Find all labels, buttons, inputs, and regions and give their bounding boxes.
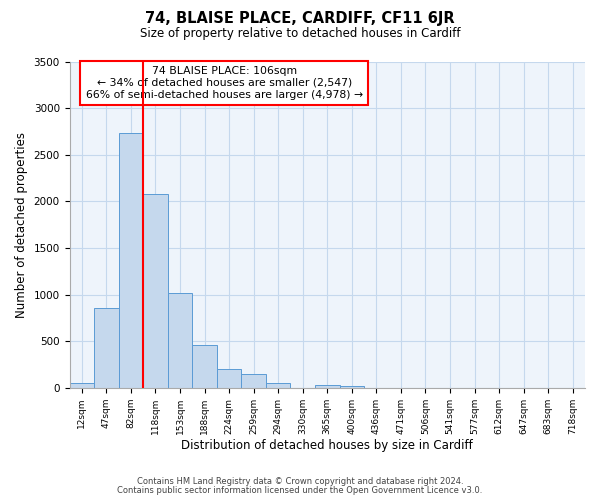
Text: Size of property relative to detached houses in Cardiff: Size of property relative to detached ho…	[140, 28, 460, 40]
Bar	[70, 382, 94, 388]
Bar	[192, 346, 217, 388]
Text: 74, BLAISE PLACE, CARDIFF, CF11 6JR: 74, BLAISE PLACE, CARDIFF, CF11 6JR	[145, 11, 455, 26]
Bar	[241, 374, 266, 388]
X-axis label: Distribution of detached houses by size in Cardiff: Distribution of detached houses by size …	[181, 440, 473, 452]
Text: Contains public sector information licensed under the Open Government Licence v3: Contains public sector information licen…	[118, 486, 482, 495]
Y-axis label: Number of detached properties: Number of detached properties	[15, 132, 28, 318]
Bar	[315, 384, 340, 388]
Bar	[266, 382, 290, 388]
Text: Contains HM Land Registry data © Crown copyright and database right 2024.: Contains HM Land Registry data © Crown c…	[137, 477, 463, 486]
Bar	[340, 386, 364, 388]
Bar	[143, 194, 168, 388]
Text: 74 BLAISE PLACE: 106sqm
← 34% of detached houses are smaller (2,547)
66% of semi: 74 BLAISE PLACE: 106sqm ← 34% of detache…	[86, 66, 363, 100]
Bar	[94, 308, 119, 388]
Bar	[217, 368, 241, 388]
Bar	[168, 292, 192, 388]
Bar	[119, 134, 143, 388]
